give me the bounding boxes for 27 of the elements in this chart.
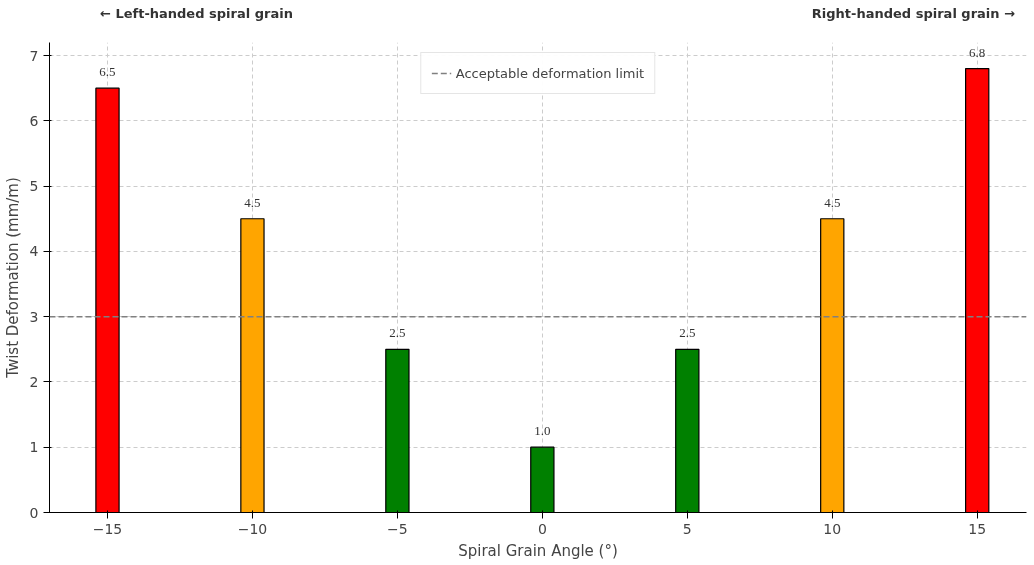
data-label: 6.5 [99,64,116,80]
x-tick-label: 0 [537,520,547,537]
x-tick-label: 5 [682,520,692,537]
y-tick-label: 5 [29,178,39,195]
x-axis-title: Spiral Grain Angle (°) [458,541,618,560]
data-label: 2.5 [389,325,406,341]
legend-label: Acceptable deformation limit [455,65,645,81]
data-label: 4.5 [244,194,261,210]
y-tick-label: 6 [29,112,39,129]
y-tick-label: 4 [29,243,39,260]
y-tick-label: 0 [29,504,39,521]
data-label: 4.5 [824,194,841,210]
x-tick-label: −15 [92,520,123,537]
x-tick-label: −5 [387,520,408,537]
data-label: 2.5 [679,325,696,341]
data-label: 6.8 [969,44,986,60]
text: Right-handed spiral grain → [811,5,1015,23]
y-tick-label: 7 [29,47,39,64]
x-tick-label: 10 [823,520,842,537]
data-label: 1.0 [534,423,551,439]
y-tick-label: 2 [29,373,39,390]
text: ← Left-handed spiral grain [100,5,293,23]
y-tick-label: 3 [29,308,39,325]
x-tick-label: 15 [968,520,987,537]
x-tick-label: −10 [237,520,268,537]
y-tick-label: 1 [29,439,39,456]
y-axis-title: Twist Deformation (mm/m) [3,177,22,379]
